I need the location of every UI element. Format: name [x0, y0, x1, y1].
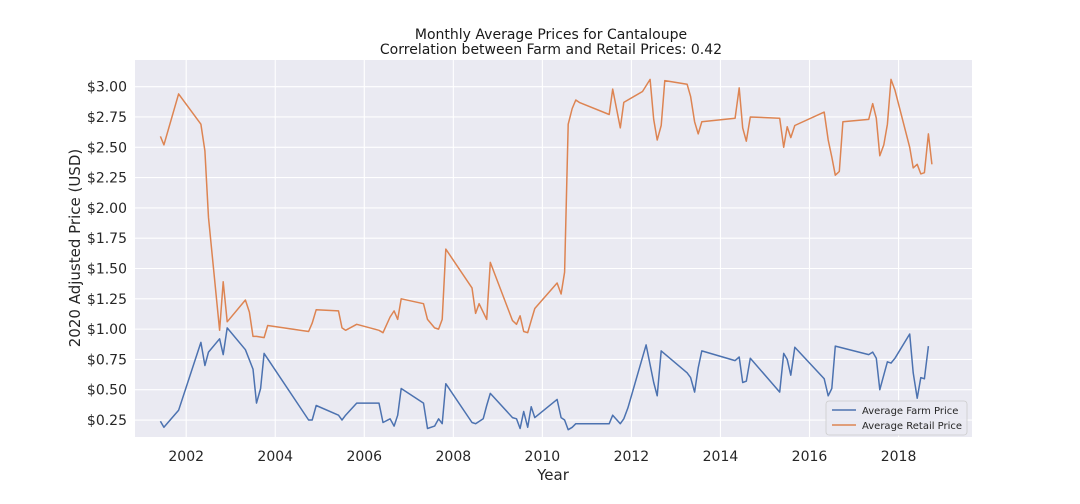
x-axis-label: Year [536, 466, 570, 484]
legend-label-farm: Average Farm Price [862, 406, 958, 417]
y-tick-label: $1.00 [87, 322, 127, 338]
retail-price-line [159, 78, 933, 339]
x-tick-label: 2014 [703, 449, 739, 465]
legend-box [825, 400, 968, 436]
chart-title: Monthly Average Prices for Cantaloupe [415, 27, 687, 43]
legend-label-retail: Average Retail Price [862, 421, 962, 432]
y-tick-label: $0.75 [87, 352, 127, 368]
y-tick-label: $2.50 [87, 140, 127, 156]
y-tick-label: $2.75 [87, 110, 127, 126]
farm-price-line [159, 327, 930, 431]
y-tick-label: $3.00 [87, 80, 127, 96]
x-tick-label: 2002 [168, 449, 204, 465]
y-tick-label: $1.75 [87, 231, 127, 247]
chart-subtitle: Correlation between Farm and Retail Pric… [380, 42, 722, 58]
x-tick-label: 2016 [792, 449, 828, 465]
x-axis-ticks: 2002 2004 2006 2008 2010 2012 2014 2016 2018 [168, 449, 916, 465]
y-axis-label: 2020 Adjusted Price (USD) [66, 149, 84, 347]
x-tick-label: 2004 [257, 449, 293, 465]
x-tick-label: 2018 [881, 449, 917, 465]
y-axis-ticks: $0.25 $0.50 $0.75 $1.00 $1.25 $1.50 $1.75 $2.00… [87, 80, 127, 429]
y-tick-label: $0.50 [87, 383, 127, 399]
x-tick-label: 2006 [346, 449, 382, 465]
y-tick-label: $2.25 [87, 171, 127, 187]
y-tick-label: $2.00 [87, 201, 127, 217]
x-tick-label: 2008 [436, 449, 472, 465]
x-tick-label: 2010 [525, 449, 561, 465]
y-tick-label: $0.25 [87, 413, 127, 429]
y-tick-label: $1.50 [87, 262, 127, 278]
legend: Average Farm Price Average Retail Price [825, 400, 968, 436]
series-lines [159, 78, 933, 431]
y-tick-label: $1.25 [87, 292, 127, 308]
x-tick-label: 2012 [614, 449, 650, 465]
